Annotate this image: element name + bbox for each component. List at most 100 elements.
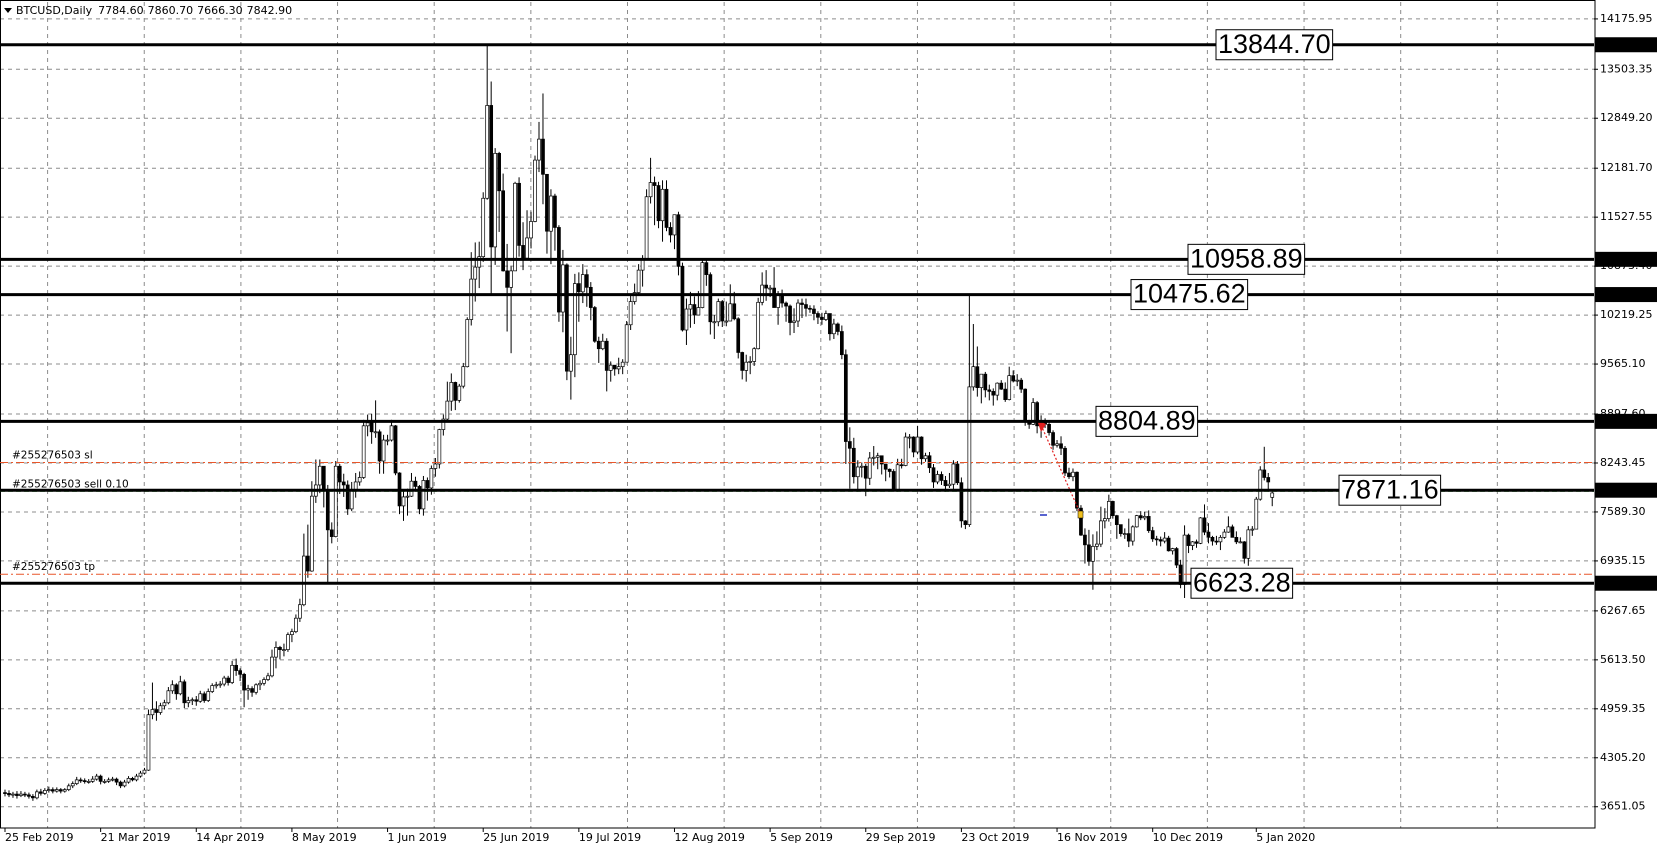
candle-body <box>680 266 685 331</box>
level-annotation-box <box>1190 567 1294 599</box>
candle-body <box>58 789 63 792</box>
candle-body <box>19 793 23 796</box>
order-label: #255276503 sell 0.10 <box>12 478 129 490</box>
candle-body <box>42 789 47 794</box>
candle-body <box>98 775 103 782</box>
candle-body <box>660 188 665 222</box>
candle-body <box>557 227 561 313</box>
level-annotation: 6623.28 <box>1193 567 1291 597</box>
y-tick-label: 8243.45 <box>1600 456 1646 469</box>
candle-body <box>1170 548 1175 552</box>
y-tick-label: 13503.35 <box>1600 62 1653 75</box>
level-price-box <box>1595 37 1657 53</box>
candle-body <box>1130 526 1135 542</box>
candle-body <box>1218 536 1223 543</box>
candle-body <box>824 313 828 320</box>
candle-body <box>1059 443 1063 449</box>
candle-body <box>194 699 199 702</box>
candle-body <box>242 673 246 691</box>
order-label: #255276503 sl <box>12 449 93 461</box>
candle-body <box>788 305 792 323</box>
candle-body <box>521 245 525 259</box>
candle-body <box>54 789 59 792</box>
candle-body <box>1146 516 1151 531</box>
candle-body <box>923 455 928 460</box>
candle-body <box>477 256 482 268</box>
candle-body <box>1142 516 1147 519</box>
candle-body <box>1110 501 1115 516</box>
candle-body <box>238 670 242 675</box>
candle-body <box>3 792 7 794</box>
level-annotation-box <box>1130 279 1249 311</box>
candle-body <box>62 789 67 792</box>
level-annotation-box <box>1187 243 1306 275</box>
menu-triangle[interactable] <box>4 8 12 13</box>
candle-body <box>365 422 370 427</box>
level-annotation: 13844.70 <box>1218 29 1331 59</box>
candle-body <box>1091 545 1095 562</box>
candle-body <box>473 266 478 280</box>
candle-body <box>142 769 147 774</box>
y-tick-label: 11527.55 <box>1600 210 1653 223</box>
candle-body <box>258 682 262 686</box>
y-tick-label: 6267.65 <box>1600 604 1646 617</box>
candle-body <box>130 778 135 781</box>
candle-body <box>1067 472 1071 478</box>
candle-body <box>481 197 486 257</box>
level-annotation: 10958.89 <box>1190 243 1303 273</box>
candle-body <box>294 617 298 633</box>
last-close: 7842.90 <box>247 4 293 17</box>
candle-body <box>712 321 717 324</box>
candle-body <box>1011 375 1016 382</box>
candle-body <box>1202 517 1207 533</box>
candle-body <box>505 270 509 288</box>
y-tick-label: 6935.15 <box>1600 554 1646 567</box>
candle-body <box>222 677 227 685</box>
candle-body <box>995 382 1000 396</box>
candle-body <box>1055 443 1059 446</box>
y-tick-label: 7589.30 <box>1600 505 1646 518</box>
level-annotation: 10475.62 <box>1133 279 1246 309</box>
candle-body <box>401 496 406 507</box>
y-tick-label: 5613.50 <box>1600 653 1646 666</box>
level-price-box <box>1595 251 1657 267</box>
level-price-box <box>1595 575 1657 591</box>
candle-body <box>425 480 430 489</box>
candle-body <box>728 303 733 322</box>
candle-body <box>110 778 115 781</box>
candle-body <box>1258 469 1263 500</box>
y-tick-label: 4959.35 <box>1600 702 1646 715</box>
candle-body <box>955 463 960 484</box>
candle-body <box>740 352 745 371</box>
candle-body <box>600 340 605 350</box>
candle-body <box>146 714 151 771</box>
candle-body <box>190 699 195 702</box>
candle-body <box>644 196 649 260</box>
candle-body <box>94 775 99 780</box>
candle-body <box>951 463 956 485</box>
candle-body <box>1166 537 1171 552</box>
candle-body <box>975 366 980 388</box>
candle-body <box>1071 471 1075 478</box>
candle-body <box>612 364 617 370</box>
candle-body <box>620 361 625 368</box>
candle-body <box>537 138 541 161</box>
candle-body <box>736 318 741 353</box>
candle-body <box>262 679 266 684</box>
candle-body <box>987 389 992 392</box>
candle-body <box>592 307 597 342</box>
x-tick-label: 5 Sep 2019 <box>770 831 833 844</box>
x-tick-label: 5 Jan 2020 <box>1256 831 1315 844</box>
candle-body <box>329 529 334 537</box>
candle-body <box>174 684 179 695</box>
y-tick-label: 4305.20 <box>1600 751 1646 764</box>
candle-body <box>1099 520 1103 545</box>
x-tick-label: 14 Apr 2019 <box>196 831 264 844</box>
candle-body <box>764 284 768 289</box>
candle-body <box>1063 447 1067 474</box>
candle-body <box>752 348 757 362</box>
candle-body <box>421 480 426 510</box>
candle-body <box>812 308 816 314</box>
candle-body <box>939 474 944 481</box>
candle-body <box>1103 518 1107 522</box>
